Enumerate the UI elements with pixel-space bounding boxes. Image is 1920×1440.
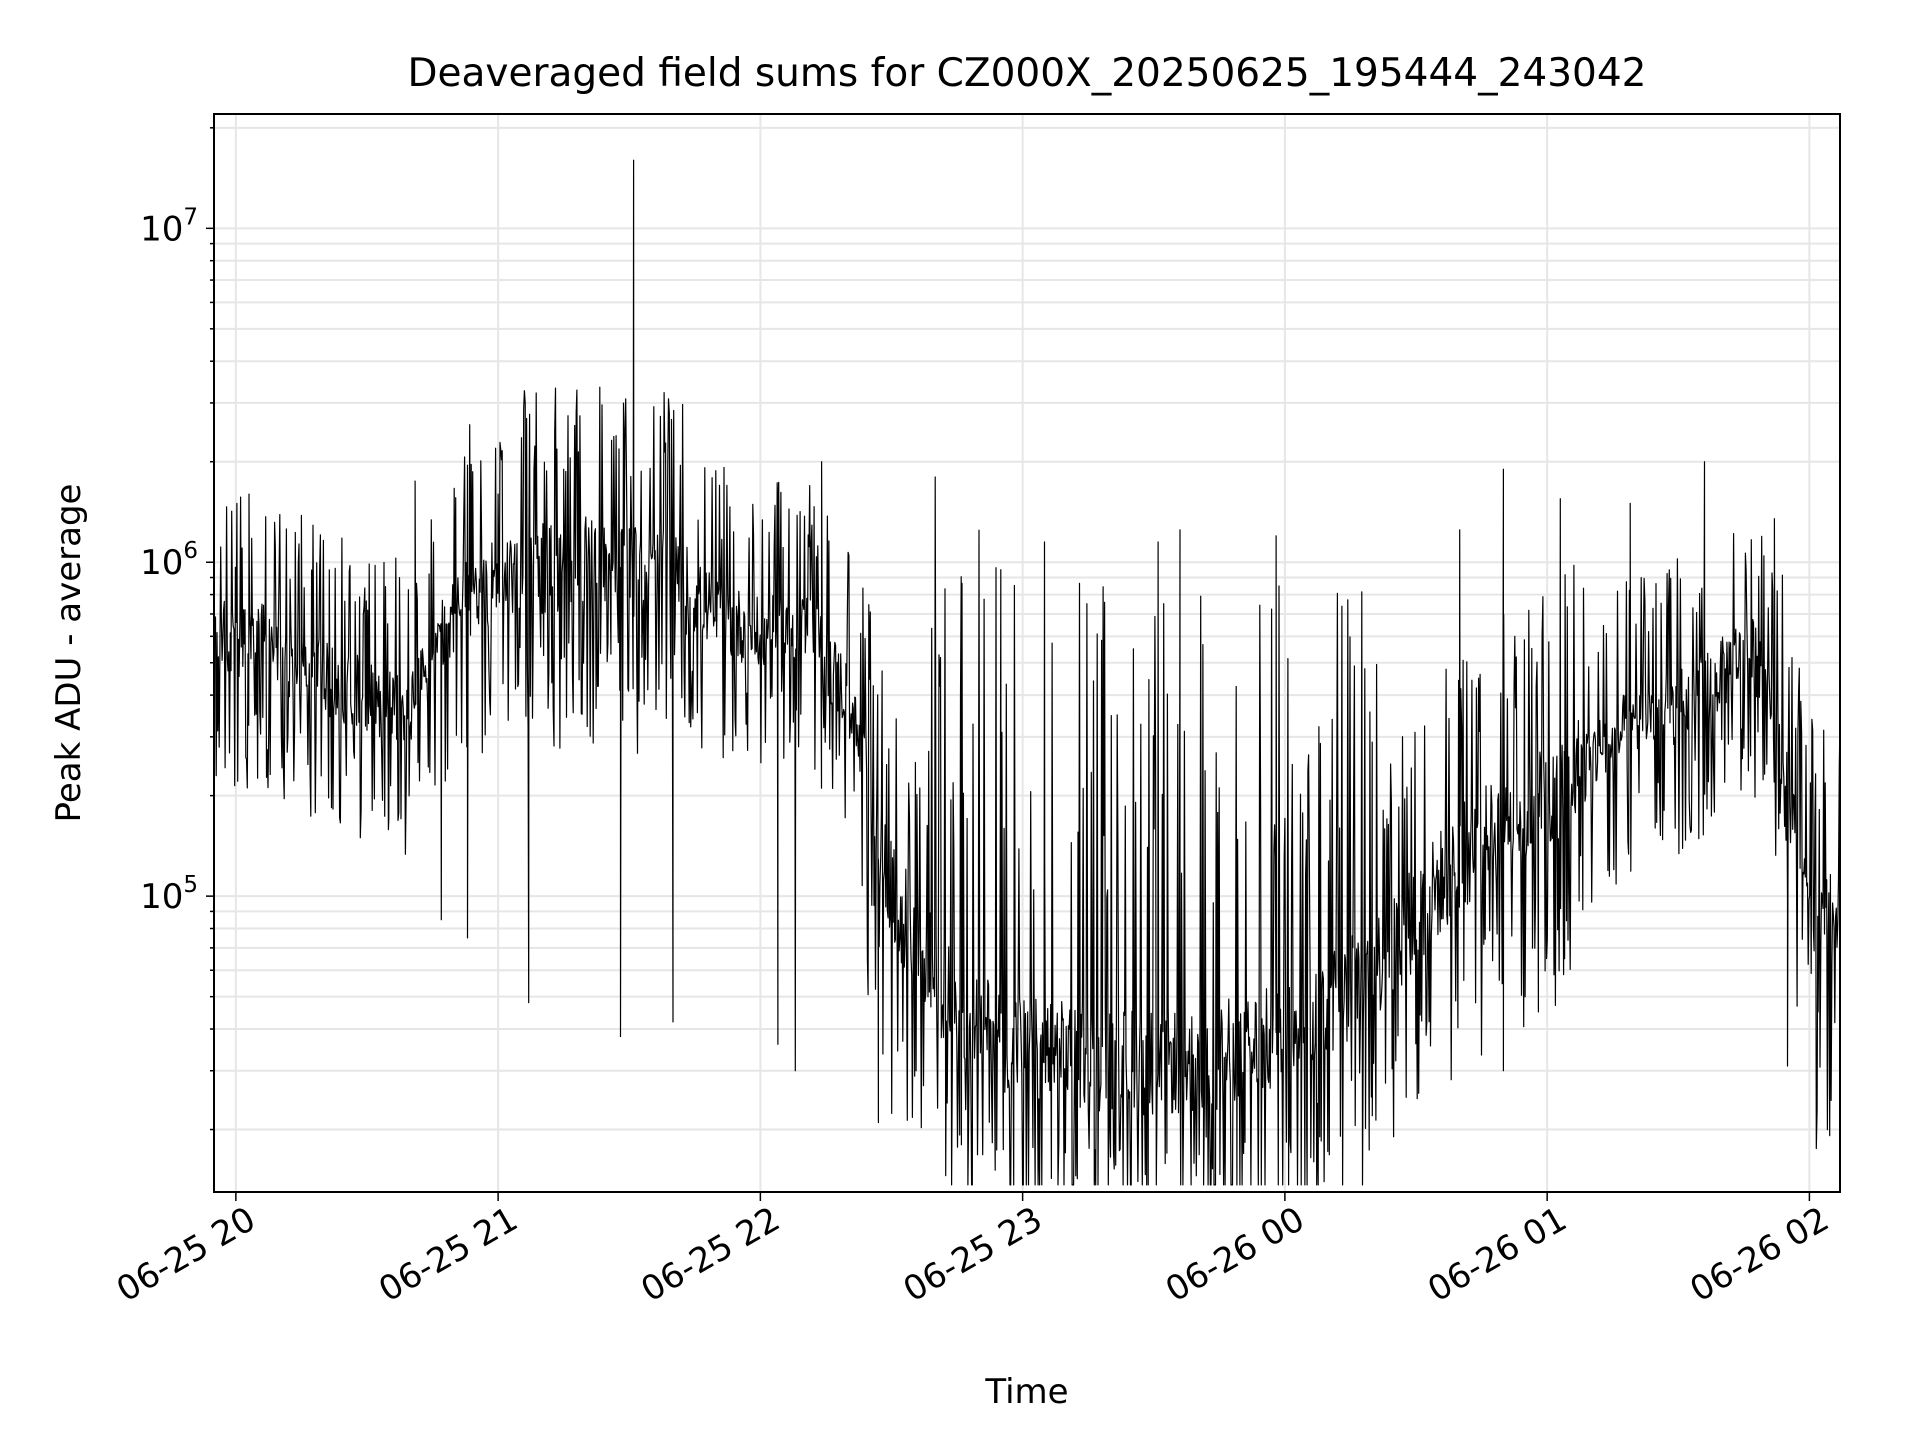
- data-layer: [214, 159, 1840, 1186]
- y-tick-exponent: 5: [183, 872, 198, 898]
- plot-frame: [213, 113, 1841, 1193]
- y-tick-base: 10: [140, 209, 183, 249]
- x-axis-label: Time: [984, 1372, 1068, 1412]
- y-tick-label: 105: [140, 872, 198, 917]
- y-tick-exponent: 6: [183, 538, 198, 564]
- chart-title: Deaveraged field sums for CZ000X_2025062…: [407, 51, 1646, 96]
- y-tick-base: 10: [140, 877, 183, 917]
- y-tick-label: 107: [140, 204, 198, 249]
- grid: [214, 114, 1840, 1192]
- y-tick-label: 106: [140, 538, 198, 583]
- y-tick-base: 10: [140, 543, 183, 583]
- y-axis-label: Peak ADU - average: [49, 484, 89, 823]
- y-tick-exponent: 7: [183, 204, 198, 230]
- series-line: [214, 159, 1840, 1186]
